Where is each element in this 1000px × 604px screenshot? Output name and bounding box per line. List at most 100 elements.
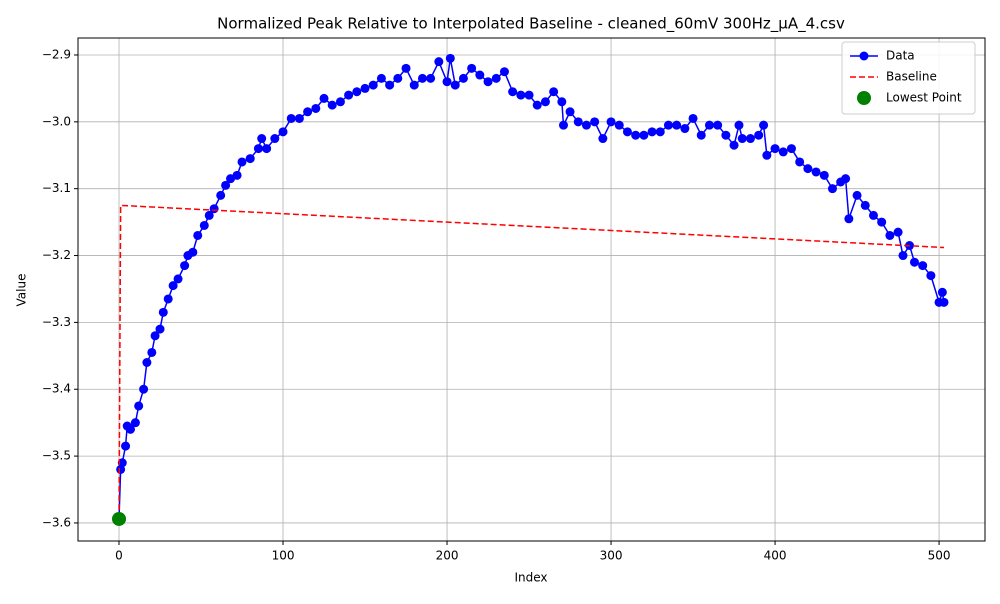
data-point bbox=[558, 120, 568, 130]
data-point bbox=[188, 247, 198, 257]
data-point bbox=[335, 97, 345, 107]
data-point bbox=[150, 331, 160, 341]
data-point bbox=[639, 130, 649, 140]
data-point bbox=[257, 134, 267, 144]
data-point bbox=[918, 261, 928, 271]
y-axis-label: Value bbox=[15, 274, 29, 307]
y-tick-label: −3.3 bbox=[42, 315, 71, 329]
x-tick-label: 100 bbox=[272, 549, 295, 563]
data-point bbox=[237, 157, 247, 167]
data-point bbox=[376, 73, 386, 83]
data-point bbox=[303, 107, 313, 117]
data-point bbox=[877, 217, 887, 227]
data-point bbox=[516, 90, 526, 100]
y-tick-label: −3.2 bbox=[42, 248, 71, 262]
data-point bbox=[286, 113, 296, 123]
data-point bbox=[549, 87, 559, 97]
data-point bbox=[745, 134, 755, 144]
data-point bbox=[130, 418, 140, 428]
plot-frame bbox=[77, 37, 986, 542]
y-tick-label: −3.5 bbox=[42, 449, 71, 463]
data-point bbox=[368, 80, 378, 90]
data-point bbox=[401, 63, 411, 73]
data-point bbox=[467, 63, 477, 73]
data-point bbox=[180, 261, 190, 271]
data-point bbox=[795, 157, 805, 167]
data-point bbox=[442, 77, 452, 87]
x-tick-label: 400 bbox=[764, 549, 787, 563]
data-point bbox=[937, 287, 947, 297]
data-point bbox=[868, 210, 878, 220]
data-point bbox=[581, 120, 591, 130]
data-point bbox=[344, 90, 354, 100]
data-point bbox=[532, 100, 542, 110]
data-point bbox=[696, 130, 706, 140]
data-point bbox=[311, 103, 321, 113]
data-point bbox=[844, 214, 854, 224]
data-point bbox=[926, 271, 936, 281]
data-point bbox=[491, 73, 501, 83]
data-point bbox=[445, 53, 455, 63]
data-point bbox=[737, 134, 747, 144]
data-point bbox=[754, 130, 764, 140]
data-point bbox=[672, 120, 682, 130]
data-point bbox=[885, 230, 895, 240]
data-point bbox=[458, 73, 468, 83]
data-point bbox=[622, 127, 632, 137]
data-point bbox=[327, 100, 337, 110]
data-point bbox=[841, 174, 851, 184]
data-point bbox=[734, 120, 744, 130]
data-point bbox=[540, 97, 550, 107]
data-point bbox=[786, 144, 796, 154]
data-point bbox=[216, 190, 226, 200]
data-point bbox=[168, 281, 178, 291]
x-axis-label: Index bbox=[514, 571, 547, 585]
data-point bbox=[163, 294, 173, 304]
data-point bbox=[199, 220, 209, 230]
data-point bbox=[704, 120, 714, 130]
data-point bbox=[778, 147, 788, 157]
data-point bbox=[360, 83, 370, 93]
data-point bbox=[245, 154, 255, 164]
data-line bbox=[118, 58, 945, 519]
data-point bbox=[557, 97, 567, 107]
y-tick-label: −3.6 bbox=[42, 515, 71, 529]
lowest-point bbox=[112, 511, 127, 526]
data-point bbox=[155, 324, 165, 334]
chart-title: Normalized Peak Relative to Interpolated… bbox=[217, 15, 845, 34]
x-tick-label: 0 bbox=[115, 549, 123, 563]
data-point bbox=[193, 230, 203, 240]
data-point bbox=[852, 190, 862, 200]
y-tick-label: −2.9 bbox=[42, 47, 71, 61]
data-point bbox=[450, 80, 460, 90]
x-tick-label: 500 bbox=[928, 549, 951, 563]
data-point bbox=[158, 307, 168, 317]
data-point bbox=[142, 358, 152, 368]
data-point bbox=[524, 90, 534, 100]
data-point bbox=[770, 144, 780, 154]
data-point bbox=[827, 184, 837, 194]
data-point bbox=[483, 77, 493, 87]
data-point bbox=[811, 167, 821, 177]
legend-marker bbox=[857, 91, 871, 105]
baseline-line bbox=[118, 204, 945, 519]
data-point bbox=[647, 127, 657, 137]
data-point bbox=[270, 134, 280, 144]
data-point bbox=[417, 73, 427, 83]
data-point bbox=[729, 140, 739, 150]
x-tick-label: 200 bbox=[436, 549, 459, 563]
x-tick-label: 300 bbox=[600, 549, 623, 563]
data-point bbox=[508, 87, 518, 97]
data-point bbox=[232, 170, 242, 180]
data-point bbox=[253, 144, 263, 154]
data-point bbox=[209, 204, 219, 214]
data-point bbox=[663, 120, 673, 130]
legend-box bbox=[841, 41, 976, 115]
data-point bbox=[759, 120, 769, 130]
data-point bbox=[590, 117, 600, 127]
data-point bbox=[614, 120, 624, 130]
data-point bbox=[898, 251, 908, 261]
data-point bbox=[121, 441, 131, 451]
legend: Data Baseline Lowest Point bbox=[841, 41, 976, 115]
